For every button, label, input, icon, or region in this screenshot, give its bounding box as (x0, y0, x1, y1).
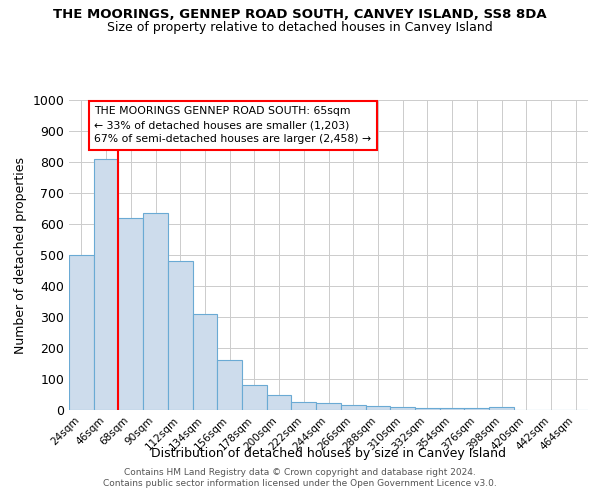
Bar (118, 218, 143, 410)
Bar (440, 408, 464, 410)
Bar (168, 261, 193, 410)
Bar (390, 407, 415, 410)
Text: Size of property relative to detached houses in Canvey Island: Size of property relative to detached ho… (107, 21, 493, 34)
Bar (267, 396, 292, 410)
Bar (292, 402, 316, 410)
Text: Distribution of detached houses by size in Canvey Island: Distribution of detached houses by size … (151, 448, 506, 460)
Bar (464, 408, 489, 410)
Bar (341, 404, 365, 410)
Y-axis label: Number of detached properties: Number of detached properties (14, 156, 27, 354)
Text: Contains HM Land Registry data © Crown copyright and database right 2024.
Contai: Contains HM Land Registry data © Crown c… (103, 468, 497, 487)
Bar (242, 385, 267, 410)
Bar (217, 360, 242, 410)
Bar (94, 159, 118, 410)
Bar (365, 406, 390, 410)
Bar (193, 314, 217, 410)
Bar (69, 255, 94, 410)
Bar (489, 407, 514, 410)
Bar (316, 403, 341, 410)
Bar (415, 408, 440, 410)
Text: THE MOORINGS GENNEP ROAD SOUTH: 65sqm
← 33% of detached houses are smaller (1,20: THE MOORINGS GENNEP ROAD SOUTH: 65sqm ← … (94, 106, 371, 144)
Text: THE MOORINGS, GENNEP ROAD SOUTH, CANVEY ISLAND, SS8 8DA: THE MOORINGS, GENNEP ROAD SOUTH, CANVEY … (53, 8, 547, 20)
Bar (143, 213, 168, 410)
